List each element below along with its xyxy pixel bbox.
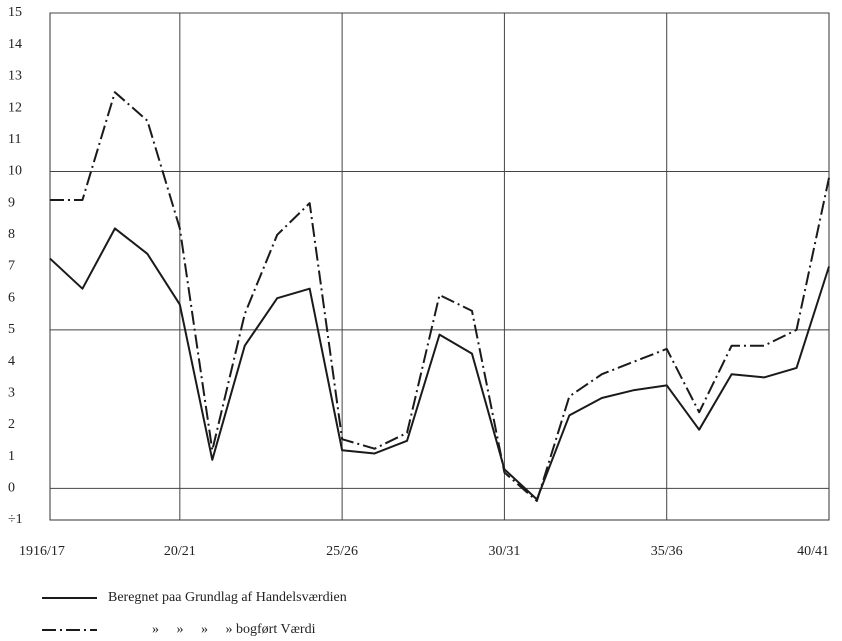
y-tick-label: 12	[8, 100, 22, 115]
legend-label: » » » » bogført Værdi	[152, 622, 316, 637]
y-tick-label: 15	[8, 5, 22, 20]
data-line	[50, 91, 830, 502]
y-tick-label: 4	[8, 354, 15, 369]
y-tick-label: 11	[8, 132, 21, 147]
x-tick-label: 20/21	[164, 544, 196, 559]
y-tick-label: 1	[8, 449, 15, 464]
y-tick-label: 6	[8, 290, 15, 305]
data-line	[49, 227, 830, 501]
y-tick-label: 3	[8, 385, 15, 400]
y-tick-label: 7	[8, 259, 15, 274]
x-tick-label: 35/36	[651, 544, 683, 559]
legend-label: Beregnet paa Grundlag af Handelsværdien	[108, 590, 347, 605]
y-tick-label: 8	[8, 227, 15, 242]
y-tick-label: 10	[8, 164, 22, 179]
x-tick-label: 30/31	[488, 544, 520, 559]
plot-frame	[49, 12, 830, 521]
x-tick-label: 1916/17	[19, 544, 65, 559]
x-tick-label: 40/41	[797, 544, 829, 559]
y-tick-label: 13	[8, 69, 22, 84]
y-tick-label: 9	[8, 195, 15, 210]
y-tick-label: ÷1	[8, 512, 23, 527]
y-tick-label: 5	[8, 322, 15, 337]
y-tick-label: 0	[8, 481, 15, 496]
y-tick-label: 14	[8, 37, 22, 52]
y-tick-label: 2	[8, 417, 15, 432]
x-tick-label: 25/26	[326, 544, 358, 559]
